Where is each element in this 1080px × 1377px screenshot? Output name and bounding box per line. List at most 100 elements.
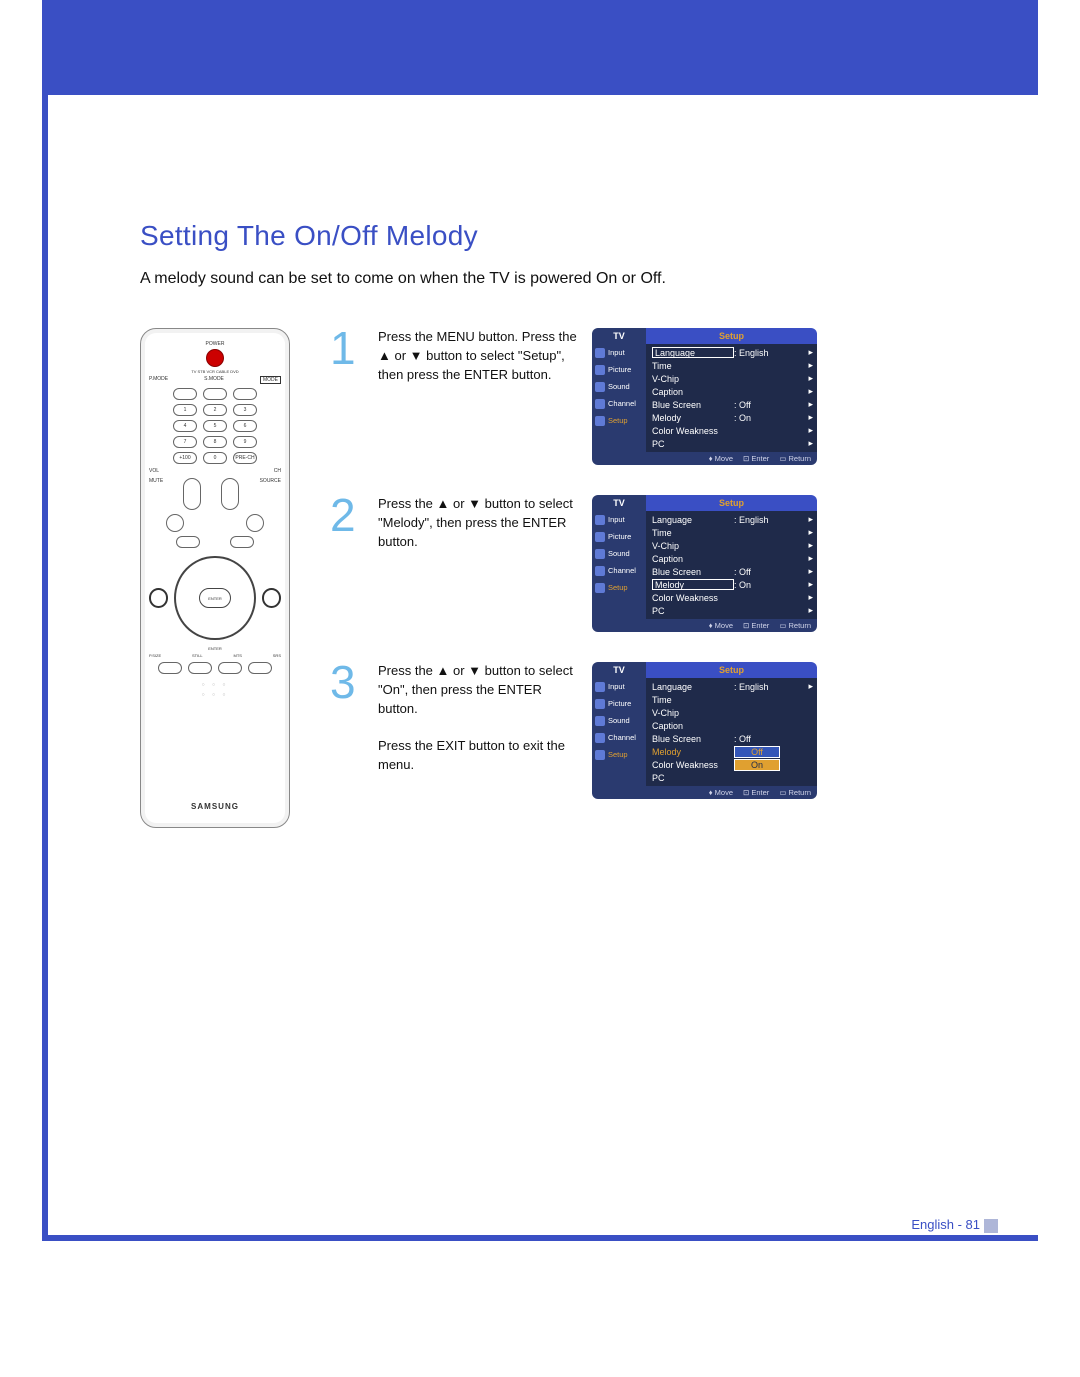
source-button[interactable] [246,514,264,532]
anynet-button[interactable] [176,536,200,548]
menu-header: Setup [646,662,817,678]
sidebar-item: Channel [592,395,646,412]
chevron-right-icon: ▸ [803,425,813,436]
menu-footer: ♦ Move ⊡ Enter ▭ Return [592,452,817,465]
still-button[interactable] [188,662,212,674]
exit-button[interactable] [262,588,281,608]
num-button[interactable]: 2 [203,404,227,416]
step-number: 3 [330,662,364,799]
info-button[interactable] [230,536,254,548]
chevron-right-icon: ▸ [803,514,813,525]
prech-button[interactable]: PRE-CH [233,452,257,464]
tv-menu: TV Setup Input Picture Sound Channel Set… [592,662,817,799]
srs-label: SRS [273,653,281,658]
chevron-right-icon: ▸ [803,540,813,551]
num-button[interactable]: 4 [173,420,197,432]
tv-label: TV [592,328,646,344]
picture-icon [595,532,605,542]
main-row: POWER TV STB VCR CABLE DVD P.MODE S.MODE… [140,328,980,829]
sound-icon [595,549,605,559]
picture-icon [595,699,605,709]
power-button[interactable] [206,349,224,367]
page-content: Setting The On/Off Melody A melody sound… [140,220,980,829]
menu-button[interactable] [149,588,168,608]
ch-rocker[interactable] [221,478,239,510]
srs-button[interactable] [248,662,272,674]
step-number: 2 [330,495,364,632]
enter-button[interactable]: ENTER [199,588,231,608]
ch-label: CH [274,468,281,474]
chevron-right-icon: ▸ [803,412,813,423]
chevron-right-icon: ▸ [803,527,813,538]
chevron-right-icon: ▸ [803,566,813,577]
top-blue-bar [42,0,1038,95]
sound-icon [595,716,605,726]
source-label: SOURCE [260,478,281,510]
chevron-right-icon: ▸ [803,373,813,384]
step-text: Press the ▲ or ▼ button to select "Melod… [378,495,578,632]
still-label: STILL [192,653,203,658]
menu-footer: ♦ Move ⊡ Enter ▭ Return [592,619,817,632]
tv-label: TV [592,662,646,678]
step-text: Press the ▲ or ▼ button to select "On", … [378,662,578,799]
step: 3 Press the ▲ or ▼ button to select "On"… [330,662,980,799]
menu-header: Setup [646,328,817,344]
psize-button[interactable] [158,662,182,674]
chevron-right-icon: ▸ [803,438,813,449]
psize-label: P.SIZE [149,653,161,658]
remote-control: POWER TV STB VCR CABLE DVD P.MODE S.MODE… [140,328,290,828]
mode-button[interactable] [233,388,257,400]
chevron-right-icon: ▸ [803,553,813,564]
setup-icon [595,750,605,760]
input-icon [595,682,605,692]
num-button[interactable]: 0 [203,452,227,464]
num-button[interactable]: 8 [203,436,227,448]
num-button[interactable]: 9 [233,436,257,448]
tv-label: TV [592,495,646,511]
mts-button[interactable] [218,662,242,674]
setup-icon [595,583,605,593]
channel-icon [595,566,605,576]
num-button[interactable]: 5 [203,420,227,432]
sidebar-item: Picture [592,361,646,378]
power-label: POWER [206,341,225,347]
sources-label: TV STB VCR CABLE DVD [191,369,238,374]
menu-list: Language: English▸ Time V-Chip Caption B… [646,678,817,786]
smode-label: S.MODE [204,376,224,384]
num-button[interactable]: 1 [173,404,197,416]
picture-icon [595,365,605,375]
nav-pad[interactable]: ENTER [174,556,255,640]
steps-column: 1 Press the MENU button. Press the ▲ or … [330,328,980,829]
remote-brand: SAMSUNG [191,802,239,811]
vol-label: VOL [149,468,159,474]
enter-hint: ⊡ Enter [743,454,769,463]
menu-footer: ♦ Move ⊡ Enter ▭ Return [592,786,817,799]
step: 2 Press the ▲ or ▼ button to select "Mel… [330,495,980,632]
return-hint: ▭ Return [779,454,811,463]
mute-button[interactable] [166,514,184,532]
page-intro: A melody sound can be set to come on whe… [140,270,980,288]
plus100-button[interactable]: +100 [173,452,197,464]
channel-icon [595,733,605,743]
num-button[interactable]: 6 [233,420,257,432]
chevron-right-icon: ▸ [803,681,813,692]
tv-menu: TV Setup Input Picture Sound Channel Set… [592,495,817,632]
mode-button[interactable] [173,388,197,400]
step-text: Press the MENU button. Press the ▲ or ▼ … [378,328,578,465]
vol-rocker[interactable] [183,478,201,510]
chevron-right-icon: ▸ [803,347,813,358]
move-hint: ♦ Move [709,454,733,463]
mode-button[interactable] [203,388,227,400]
input-icon [595,348,605,358]
chevron-right-icon: ▸ [803,399,813,410]
mode-label: MODE [260,376,281,384]
num-button[interactable]: 3 [233,404,257,416]
num-button[interactable]: 7 [173,436,197,448]
chevron-right-icon: ▸ [803,592,813,603]
step-number: 1 [330,328,364,465]
input-icon [595,515,605,525]
chevron-right-icon: ▸ [803,605,813,616]
menu-sidebar: Input Picture Sound Channel Setup [592,678,646,786]
channel-icon [595,399,605,409]
sidebar-item: Sound [592,378,646,395]
